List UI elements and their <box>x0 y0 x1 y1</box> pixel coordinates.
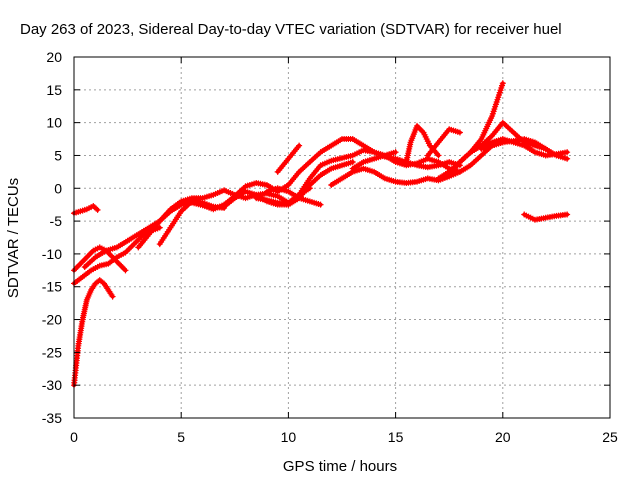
y-tick-label: -35 <box>42 410 62 426</box>
x-tick-label: 10 <box>281 429 297 445</box>
x-tick-label: 5 <box>177 429 185 445</box>
y-tick-label: -25 <box>42 344 62 360</box>
series-markers <box>328 165 463 188</box>
y-tick-label: -20 <box>42 312 62 328</box>
y-tick-label: -15 <box>42 279 62 295</box>
plot-frame <box>73 56 611 419</box>
series-arc-11 <box>274 142 303 175</box>
y-axis-label: SDTVAR / TECUs <box>5 178 22 298</box>
y-tick-label: -30 <box>42 377 62 393</box>
y-tick-label: 20 <box>46 49 62 65</box>
x-axis-label: GPS time / hours <box>283 458 397 475</box>
grid-layer <box>74 57 610 418</box>
series-markers <box>478 136 571 162</box>
series-markers <box>424 126 463 159</box>
x-tick-label: 15 <box>388 429 404 445</box>
y-tick-label: 10 <box>46 115 62 131</box>
x-tick-label: 20 <box>495 429 511 445</box>
y-tick-label: 15 <box>46 82 62 98</box>
y-tick-label: 5 <box>54 147 62 163</box>
series-arc-13 <box>349 139 506 175</box>
chart-title: Day 263 of 2023, Sidereal Day-to-day VTE… <box>20 21 562 38</box>
series-arc-19 <box>478 136 571 162</box>
series-arc-10 <box>263 185 324 208</box>
y-tick-label: -10 <box>42 246 62 262</box>
x-tick-label: 0 <box>70 429 78 445</box>
series-arc-20 <box>521 211 571 223</box>
series-markers <box>521 211 571 223</box>
y-tick-label: -5 <box>50 213 63 229</box>
series-arc-15 <box>424 126 463 159</box>
series-markers <box>274 142 303 175</box>
y-tick-label: 0 <box>54 180 62 196</box>
x-tick-label: 25 <box>602 429 618 445</box>
series-markers <box>263 185 324 208</box>
axis-layer: 0 5 10 15 20 25 20 15 10 5 0 -5 -10 -15 -20 -25 -30 -35 <box>42 49 618 445</box>
